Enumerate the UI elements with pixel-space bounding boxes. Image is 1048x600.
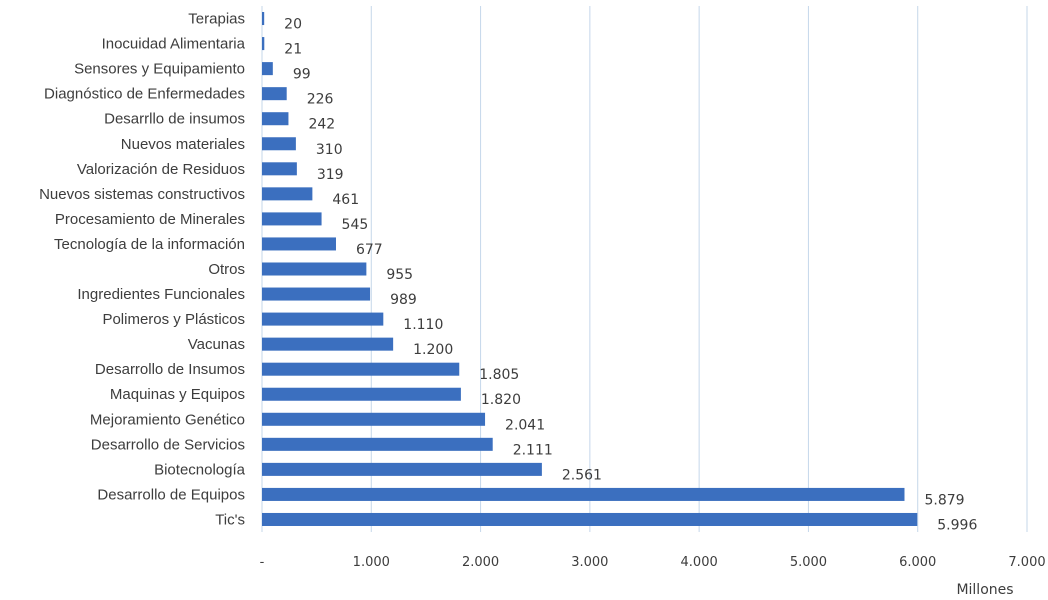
bar — [262, 62, 273, 76]
data-label: 677 — [356, 242, 383, 258]
data-label: 5.879 — [924, 492, 964, 508]
data-label: 1.110 — [403, 317, 443, 333]
category-label: Valorización de Residuos — [77, 161, 245, 178]
category-label: Biotecnología — [154, 461, 246, 478]
data-label: 319 — [317, 167, 344, 183]
bar — [262, 387, 461, 401]
data-label: 310 — [316, 142, 343, 158]
category-label: Desarrollo de Equipos — [97, 486, 245, 503]
data-label: 2.561 — [562, 467, 602, 483]
category-label: Mejoramiento Genético — [90, 411, 245, 428]
bar — [262, 187, 313, 201]
category-label: Nuevos sistemas constructivos — [39, 186, 245, 203]
bar — [262, 512, 918, 526]
bar — [262, 162, 297, 176]
x-tick-label: 4.000 — [681, 555, 718, 570]
data-label: 242 — [308, 117, 335, 133]
bar — [262, 262, 367, 276]
label-layer: Terapias 20 Inocuidad Alimentaria 21 Sensore… — [39, 11, 977, 534]
bar — [262, 487, 905, 501]
bar — [262, 312, 384, 326]
bar — [262, 287, 371, 301]
category-label: Maquinas y Equipos — [110, 386, 245, 403]
grid-layer — [261, 6, 1028, 532]
category-label: Desarrollo de Servicios — [91, 436, 245, 453]
data-label: 99 — [293, 67, 311, 83]
data-label: 20 — [284, 17, 302, 33]
data-label: 461 — [332, 192, 359, 208]
bar — [262, 237, 336, 251]
bar — [262, 137, 296, 151]
x-tick-label: 5.000 — [790, 555, 827, 570]
data-label: 545 — [342, 217, 369, 233]
category-label: Nuevos materiales — [121, 136, 245, 153]
category-label: Terapias — [188, 11, 245, 28]
category-label: Polimeros y Plásticos — [102, 311, 245, 328]
bar — [262, 362, 460, 376]
x-tick-label: 3.000 — [571, 555, 608, 570]
data-label: 955 — [386, 267, 413, 283]
bar — [262, 87, 287, 101]
data-label: 1.200 — [413, 342, 453, 358]
data-label: 21 — [284, 42, 302, 58]
category-label: Vacunas — [188, 336, 245, 353]
bar — [262, 12, 265, 26]
data-label: 226 — [307, 92, 334, 108]
category-label: Sensores y Equipamiento — [74, 61, 245, 78]
category-label: Desarrllo de insumos — [104, 111, 245, 128]
category-label: Ingredientes Funcionales — [77, 286, 245, 303]
category-label: Diagnóstico de Enfermedades — [44, 86, 245, 103]
data-label: 5.996 — [937, 517, 977, 533]
data-label: 989 — [390, 292, 417, 308]
bar — [262, 37, 265, 51]
category-label: Otros — [208, 261, 245, 278]
data-label: 2.041 — [505, 417, 545, 433]
x-tick-label: 7.000 — [1008, 555, 1045, 570]
x-tick-label: - — [260, 555, 265, 570]
category-label: Inocuidad Alimentaria — [102, 36, 246, 53]
bar — [262, 437, 493, 451]
category-label: Tecnología de la información — [54, 236, 245, 253]
category-label: Tic's — [215, 511, 245, 528]
x-axis-title: Millones — [956, 582, 1013, 598]
category-label: Desarrollo de Insumos — [95, 361, 245, 378]
x-tick-label: 2.000 — [462, 555, 499, 570]
bar — [262, 462, 542, 476]
bar — [262, 212, 322, 226]
x-tick-label: 6.000 — [899, 555, 936, 570]
data-label: 1.805 — [479, 367, 519, 383]
data-label: 2.111 — [513, 442, 553, 458]
category-label: Procesamiento de Minerales — [55, 211, 245, 228]
data-label: 1.820 — [481, 392, 521, 408]
x-tick-label: 1.000 — [353, 555, 390, 570]
x-tick-layer: - 1.000 2.000 3.000 4.000 5.000 6.000 7.000 — [260, 555, 1046, 570]
bar-layer — [262, 12, 918, 526]
bar — [262, 412, 486, 426]
bar — [262, 112, 289, 126]
bar — [262, 337, 394, 351]
